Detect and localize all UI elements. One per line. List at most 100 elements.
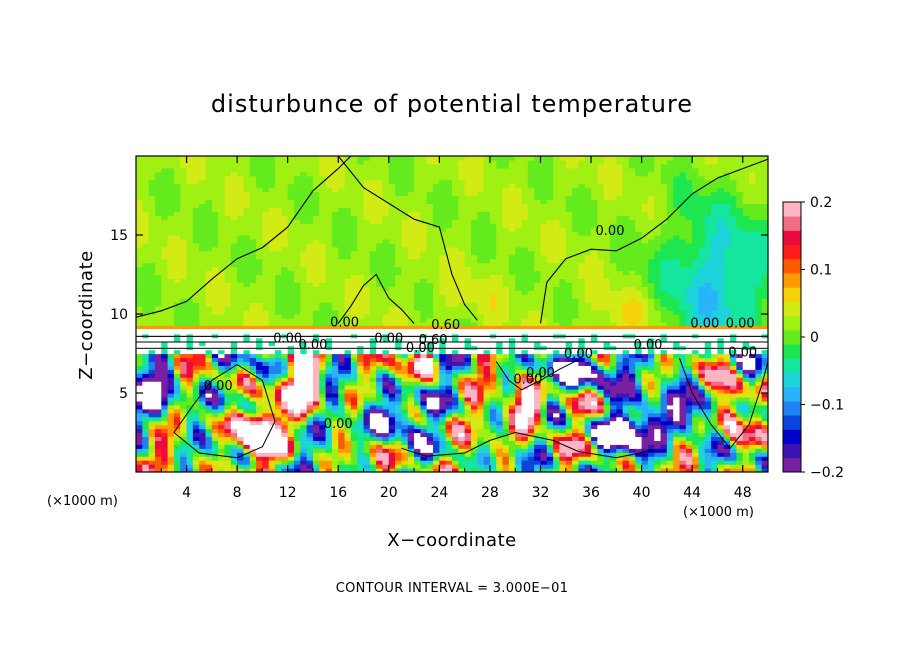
heatmap-cell bbox=[369, 448, 377, 453]
heatmap-cell bbox=[464, 282, 472, 287]
heatmap-cell bbox=[508, 412, 516, 418]
heatmap-cell bbox=[363, 317, 371, 323]
heatmap-cell bbox=[306, 389, 314, 394]
heatmap-cell bbox=[281, 460, 289, 465]
heatmap-cell bbox=[300, 310, 308, 315]
heatmap-cell bbox=[142, 361, 150, 366]
heatmap-cell bbox=[218, 246, 226, 252]
heatmap-cell bbox=[439, 171, 447, 177]
heatmap-cell bbox=[192, 452, 200, 457]
heatmap-cell bbox=[281, 349, 289, 355]
heatmap-cell bbox=[154, 250, 162, 256]
heatmap-cell bbox=[439, 385, 447, 390]
heatmap-cell bbox=[338, 163, 346, 169]
heatmap-cell bbox=[350, 389, 358, 394]
heatmap-cell bbox=[249, 365, 257, 370]
heatmap-cell bbox=[496, 381, 504, 386]
heatmap-cell bbox=[350, 282, 358, 287]
heatmap-cell bbox=[357, 298, 365, 303]
heatmap-cell bbox=[376, 242, 384, 248]
heatmap-cell bbox=[445, 432, 453, 438]
heatmap-cell bbox=[439, 294, 447, 299]
heatmap-cell bbox=[414, 219, 421, 224]
heatmap-cell bbox=[357, 278, 365, 283]
heatmap-cell bbox=[319, 365, 327, 370]
heatmap-cell bbox=[502, 424, 510, 430]
heatmap-cell bbox=[414, 393, 421, 398]
heatmap-cell bbox=[167, 452, 175, 457]
heatmap-cell bbox=[211, 302, 219, 307]
heatmap-cell bbox=[287, 456, 295, 461]
heatmap-cell bbox=[173, 448, 181, 453]
heatmap-cell bbox=[433, 452, 440, 457]
heatmap-cell bbox=[199, 171, 207, 177]
heatmap-cell bbox=[256, 187, 263, 193]
heatmap-cell bbox=[294, 310, 301, 315]
heatmap-cell bbox=[521, 302, 529, 307]
heatmap-cell bbox=[369, 306, 377, 311]
heatmap-cell bbox=[426, 171, 434, 177]
heatmap-cell bbox=[433, 179, 440, 185]
heatmap-cell bbox=[363, 231, 371, 236]
heatmap-cell bbox=[515, 468, 523, 472]
heatmap-cell bbox=[515, 404, 523, 410]
heatmap-cell bbox=[496, 389, 504, 394]
heatmap-cell bbox=[388, 317, 396, 323]
heatmap-cell bbox=[414, 207, 421, 212]
heatmap-cell bbox=[243, 416, 251, 422]
heatmap-cell bbox=[167, 294, 175, 299]
heatmap-cell bbox=[521, 440, 529, 445]
heatmap-cell bbox=[205, 440, 213, 445]
heatmap-cell bbox=[369, 278, 377, 283]
heatmap-cell bbox=[477, 223, 485, 228]
heatmap-cell bbox=[287, 179, 295, 185]
heatmap-cell bbox=[338, 171, 346, 177]
heatmap-cell bbox=[388, 274, 396, 280]
heatmap-cell bbox=[294, 179, 301, 185]
heatmap-cell bbox=[521, 286, 529, 291]
heatmap-cell bbox=[211, 448, 219, 453]
heatmap-cell bbox=[173, 270, 181, 276]
heatmap-cell bbox=[136, 432, 143, 438]
heatmap-cell bbox=[439, 191, 447, 197]
heatmap-cell bbox=[294, 341, 301, 347]
heatmap-cell bbox=[395, 381, 403, 386]
heatmap-cell bbox=[237, 227, 245, 232]
heatmap-cell bbox=[452, 373, 459, 378]
heatmap-cell bbox=[496, 436, 504, 441]
heatmap-cell bbox=[477, 274, 485, 280]
heatmap-cell bbox=[180, 404, 188, 410]
heatmap-cell bbox=[275, 361, 282, 366]
heatmap-cell bbox=[256, 290, 263, 295]
heatmap-cell bbox=[388, 448, 396, 453]
heatmap-cell bbox=[508, 282, 516, 287]
heatmap-cell bbox=[502, 219, 510, 224]
heatmap-cell bbox=[211, 231, 219, 236]
heatmap-cell bbox=[300, 294, 308, 299]
heatmap-cell bbox=[426, 369, 434, 374]
heatmap-cell bbox=[281, 223, 289, 228]
heatmap-cell bbox=[369, 464, 377, 469]
heatmap-cell bbox=[483, 381, 491, 386]
heatmap-cell bbox=[458, 353, 466, 359]
heatmap-cell bbox=[489, 199, 497, 204]
heatmap-cell bbox=[338, 183, 346, 189]
heatmap-cell bbox=[502, 175, 510, 181]
heatmap-cell bbox=[230, 424, 238, 430]
heatmap-cell bbox=[306, 175, 314, 181]
heatmap-cell bbox=[445, 278, 453, 283]
heatmap-cell bbox=[508, 167, 516, 173]
heatmap-cell bbox=[306, 254, 314, 260]
heatmap-cell bbox=[407, 353, 415, 359]
heatmap-cell bbox=[483, 167, 491, 173]
heatmap-cell bbox=[262, 396, 270, 402]
heatmap-cell bbox=[395, 238, 403, 244]
heatmap-cell bbox=[401, 219, 409, 224]
heatmap-cell bbox=[230, 428, 238, 434]
heatmap-cell bbox=[211, 317, 219, 323]
heatmap-cell bbox=[294, 156, 301, 161]
heatmap-cell bbox=[376, 250, 384, 256]
heatmap-cell bbox=[357, 199, 365, 204]
heatmap-cell bbox=[407, 428, 415, 434]
heatmap-cell bbox=[224, 357, 232, 362]
